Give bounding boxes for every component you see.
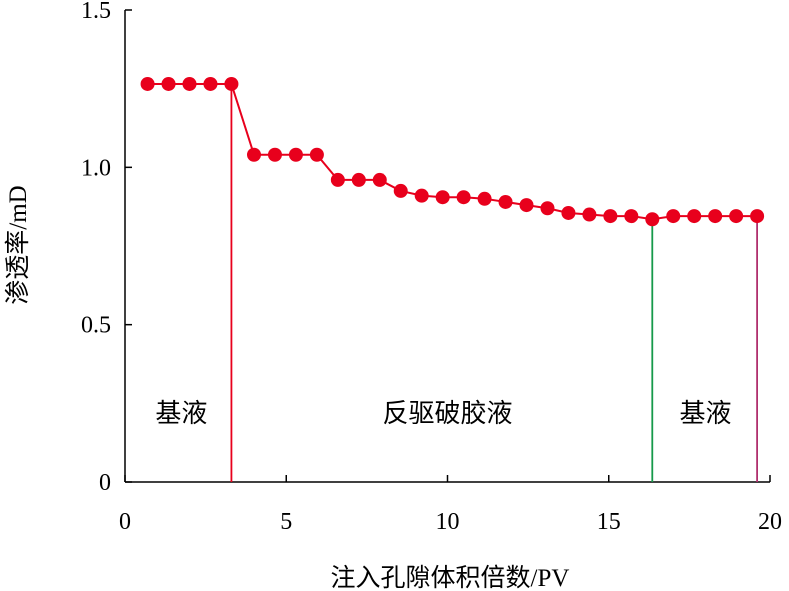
data-point: [224, 76, 239, 91]
data-point: [288, 147, 303, 162]
data-point: [330, 172, 345, 187]
x-tick-label: 15: [597, 509, 621, 535]
data-point: [519, 198, 534, 213]
data-point: [645, 212, 660, 227]
y-tick-label: 0.5: [81, 313, 111, 339]
x-tick-label: 5: [280, 509, 292, 535]
region-label: 基液: [155, 399, 207, 428]
x-tick-label: 10: [436, 509, 460, 535]
x-tick-label: 0: [119, 509, 131, 535]
series-line: [147, 82, 758, 221]
data-point: [393, 183, 408, 198]
data-point: [182, 76, 197, 91]
data-point: [582, 207, 597, 222]
data-point: [372, 172, 387, 187]
y-tick-label: 1.0: [81, 155, 111, 181]
data-point: [477, 191, 492, 206]
x-axis-title: 注入孔隙体积倍数/PV: [331, 564, 570, 591]
axes: 0 5 10 15 20 0 0.5 1.0 1.5: [81, 0, 782, 535]
data-point: [603, 209, 618, 224]
data-point: [624, 209, 639, 224]
data-point: [456, 190, 471, 205]
data-point: [435, 190, 450, 205]
data-point: [729, 209, 744, 224]
data-point: [351, 172, 366, 187]
data-point: [267, 147, 282, 162]
data-point: [247, 147, 261, 162]
data-point: [161, 76, 176, 91]
region-label: 基液: [679, 399, 731, 428]
data-point: [309, 147, 324, 162]
y-axis-title: 渗透率/mD: [4, 185, 32, 304]
permeability-series: [140, 76, 765, 227]
data-point: [498, 194, 513, 209]
data-point: [140, 76, 155, 91]
data-point: [561, 205, 576, 220]
x-tick-label: 20: [758, 509, 782, 535]
y-tick-label: 0: [99, 470, 111, 496]
data-point: [414, 188, 429, 203]
data-point: [687, 209, 702, 224]
phase-divider-lines: [230, 83, 758, 482]
y-tick-label: 1.5: [81, 0, 111, 24]
data-point: [666, 209, 681, 224]
region-labels: 基液 反驱破胶液 基液: [155, 399, 731, 428]
region-label: 反驱破胶液: [382, 399, 512, 428]
data-point: [540, 201, 555, 216]
data-point: [750, 209, 765, 224]
data-point: [708, 209, 723, 224]
data-point: [203, 76, 218, 91]
